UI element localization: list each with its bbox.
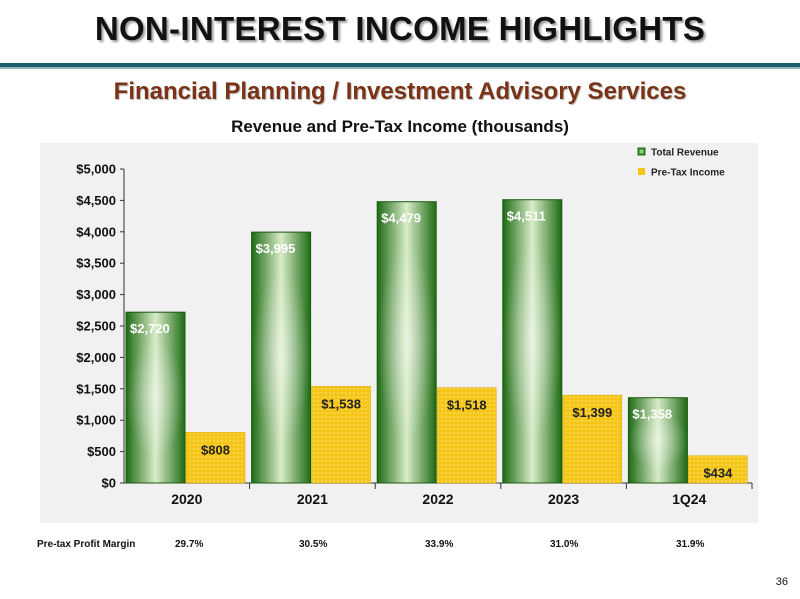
chart-area: $0 $500 $1,000 $1,500 $2,000 $2,500 $3,000 $3,5… [40, 143, 758, 523]
pretax-data-label: $434 [703, 466, 733, 481]
revenue-bar-highlight [126, 337, 185, 458]
y-tick-label: $2,500 [76, 319, 116, 334]
bar-chart: $0 $500 $1,000 $1,500 $2,000 $2,500 $3,000 $3,5… [76, 147, 753, 507]
y-tick-label: $0 [102, 476, 116, 491]
slide-subtitle: Financial Planning / Investment Advisory… [113, 78, 687, 105]
y-tick-label: $5,000 [76, 162, 116, 177]
profit-margin-2022: 33.9% [425, 539, 454, 550]
revenue-data-label: $4,479 [381, 211, 421, 226]
y-tick-label: $2,000 [76, 350, 116, 365]
revenue-data-label: $3,995 [256, 241, 296, 256]
x-tick-label: 2021 [297, 491, 328, 507]
revenue-bar-highlight [251, 269, 311, 446]
legend-swatch-pretax [638, 168, 645, 175]
x-tick-label: 1Q24 [672, 491, 706, 507]
y-tick-label: $3,000 [76, 287, 116, 302]
revenue-bar-highlight [502, 242, 562, 441]
title-rule [0, 63, 800, 67]
x-tick-label: 2023 [548, 491, 579, 507]
profit-margin-2023: 31.0% [550, 539, 579, 550]
y-tick-label: $1,000 [76, 413, 116, 428]
profit-margin-2021: 30.5% [299, 539, 328, 550]
pretax-bar [688, 455, 748, 484]
profit-margin-label: Pre-tax Profit Margin [37, 539, 136, 550]
legend-label-pretax: Pre-Tax Income [651, 168, 725, 179]
revenue-data-label: $1,358 [632, 407, 672, 422]
x-tick-label: 2022 [422, 491, 453, 507]
pretax-data-label: $1,538 [321, 396, 361, 411]
y-tick-label: $500 [87, 444, 116, 459]
pretax-data-label: $1,518 [447, 398, 487, 413]
title-rule-highlight [0, 67, 800, 69]
page-number: 36 [775, 576, 788, 588]
profit-margin-1q24: 31.9% [676, 539, 705, 550]
profit-margin-2020: 29.7% [175, 539, 204, 550]
y-tick-label: $1,500 [76, 381, 116, 396]
slide-title: NON-INTEREST INCOME HIGHLIGHTS [94, 10, 706, 47]
legend-swatch-revenue-inner [639, 149, 644, 154]
chart-title: Revenue and Pre-Tax Income (thousands) [231, 117, 569, 136]
revenue-data-label: $2,720 [130, 321, 170, 336]
y-tick-label: $4,500 [76, 193, 116, 208]
revenue-bar-highlight [628, 410, 688, 471]
x-tick-label: 2020 [171, 491, 202, 507]
pretax-bar [311, 386, 371, 484]
pretax-data-label: $808 [201, 442, 230, 457]
pretax-bar [185, 432, 246, 484]
y-tick-label: $4,000 [76, 224, 116, 239]
pretax-bar [436, 387, 497, 484]
pretax-bar [562, 394, 623, 484]
pretax-data-label: $1,399 [572, 405, 612, 420]
y-tick-label: $3,500 [76, 256, 116, 271]
legend-label-revenue: Total Revenue [651, 148, 719, 159]
revenue-data-label: $4,511 [507, 209, 546, 224]
revenue-bar-highlight [377, 243, 437, 441]
